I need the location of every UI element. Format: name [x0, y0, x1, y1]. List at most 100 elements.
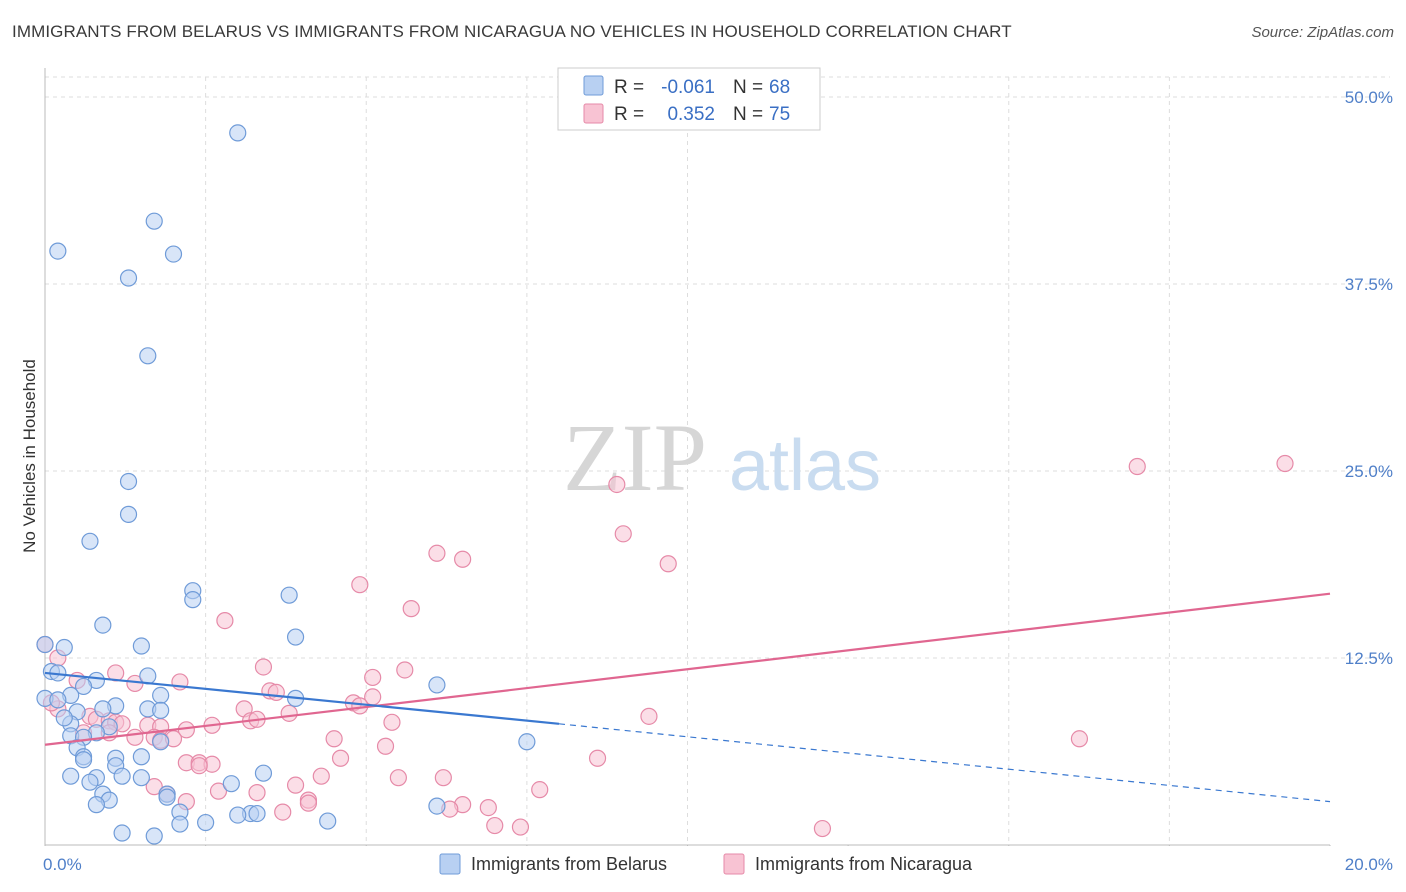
nicaragua-point-46 — [1070, 730, 1089, 748]
nicaragua-point-53 — [190, 757, 208, 775]
series-legend: Immigrants from Belarus Immigrants from … — [439, 853, 973, 875]
x-tick-label-0: 0.0% — [43, 855, 82, 874]
belarus-point-7 — [119, 505, 138, 523]
nicaragua-point-71 — [511, 818, 530, 836]
belarus-point-29 — [94, 700, 112, 718]
nicaragua-point-35 — [383, 713, 401, 731]
belarus-point-31 — [152, 701, 170, 719]
watermark-zip: ZIP — [563, 404, 707, 511]
belarus-point-52 — [81, 773, 99, 791]
nicaragua-point-48 — [376, 737, 395, 755]
nicaragua-point-23 — [351, 697, 369, 715]
belarus-point-34 — [55, 709, 73, 727]
legend-n-value-belarus: 68 — [769, 77, 790, 98]
y-tick-label-3: 50.0% — [1345, 88, 1393, 107]
belarus-point-26 — [49, 691, 67, 709]
belarus-point-45 — [74, 751, 93, 769]
belarus-point-8 — [81, 532, 99, 550]
legend-r-value-belarus: -0.061 — [661, 77, 715, 98]
nicaragua-point-73 — [813, 819, 832, 838]
nicaragua-point-27 — [640, 707, 658, 725]
legend-r-label-nicaragua: R = — [614, 104, 644, 125]
belarus-point-56 — [158, 788, 176, 806]
nicaragua-point-12 — [254, 658, 273, 676]
legend-n-value-nicaragua: 75 — [769, 104, 790, 125]
nicaragua-point-26 — [280, 704, 298, 722]
nicaragua-point-3 — [614, 525, 632, 543]
nicaragua-point-2 — [608, 475, 626, 494]
nicaragua-point-1 — [1276, 454, 1294, 473]
nicaragua-point-5 — [454, 550, 472, 568]
belarus-point-50 — [132, 769, 150, 787]
belarus-point-62 — [229, 806, 247, 824]
y-tick-label-2: 37.5% — [1345, 275, 1393, 294]
nicaragua-point-9 — [216, 611, 234, 630]
belarus-point-1 — [145, 212, 163, 230]
belarus-point-22 — [74, 677, 93, 696]
grid-lines — [45, 76, 1390, 845]
nicaragua-point-13 — [396, 661, 414, 679]
nicaragua-point-54 — [331, 749, 350, 767]
legend-r-value-nicaragua: 0.352 — [667, 104, 715, 125]
belarus-point-40 — [518, 733, 536, 751]
belarus-point-21 — [428, 676, 446, 694]
bottom-legend-swatch-nicaragua — [723, 853, 745, 875]
zipatlas-watermark: ZIP atlas — [563, 404, 881, 511]
nicaragua-point-7 — [351, 576, 369, 594]
nicaragua-point-72 — [486, 816, 504, 835]
belarus-point-49 — [113, 767, 131, 785]
belarus-point-44 — [132, 748, 150, 766]
belarus-point-5 — [139, 347, 157, 365]
belarus-point-66 — [319, 812, 337, 830]
legend-swatch-nicaragua — [583, 103, 604, 124]
legend-r-label-belarus: R = — [614, 77, 644, 98]
belarus-point-14 — [36, 635, 54, 654]
belarus-point-4 — [119, 269, 138, 287]
nicaragua-point-6 — [659, 555, 677, 573]
belarus-point-53 — [222, 775, 240, 793]
nicaragua-point-69 — [274, 803, 292, 821]
nicaragua-point-61 — [248, 784, 266, 802]
bottom-legend-swatch-belarus — [439, 853, 461, 875]
bottom-legend-label-belarus: Immigrants from Belarus — [471, 854, 667, 874]
trend-lines — [44, 592, 1331, 803]
belarus-point-16 — [55, 638, 73, 657]
belarus-point-47 — [62, 767, 80, 785]
belarus-point-15 — [132, 637, 150, 655]
nicaragua-point-55 — [312, 767, 330, 785]
axes — [44, 68, 1331, 846]
nicaragua-point-66 — [299, 794, 318, 812]
nicaragua-point-49 — [588, 749, 607, 767]
belarus-point-3 — [164, 245, 183, 263]
nicaragua-point-15 — [364, 668, 382, 687]
belarus-point-39 — [152, 733, 170, 751]
nicaragua-point-4 — [428, 544, 446, 562]
belarus-point-67 — [113, 824, 131, 842]
nicaragua-point-68 — [479, 798, 497, 817]
x-tick-label-1: 20.0% — [1345, 855, 1393, 874]
belarus-trend-line — [44, 671, 560, 725]
nicaragua-point-58 — [286, 776, 305, 794]
belarus-point-68 — [145, 827, 163, 845]
legend-n-label-nicaragua: N = — [733, 104, 763, 125]
belarus-point-11 — [184, 591, 202, 609]
correlation-legend: R = -0.061 N = 68 R = 0.352 N = 75 — [557, 67, 821, 131]
legend-swatch-belarus — [583, 75, 604, 96]
belarus-point-6 — [119, 472, 138, 491]
belarus-point-2 — [49, 242, 67, 260]
nicaragua-point-8 — [402, 600, 420, 618]
y-axis-label: No Vehicles in Household — [20, 359, 39, 553]
bottom-legend-label-nicaragua: Immigrants from Nicaragua — [755, 854, 973, 874]
belarus-trend-line-extension — [558, 723, 1331, 803]
belarus-point-59 — [428, 797, 446, 815]
belarus-point-13 — [286, 628, 305, 646]
y-tick-label-0: 12.5% — [1345, 649, 1393, 668]
belarus-point-64 — [171, 815, 189, 833]
nicaragua-point-62 — [531, 781, 549, 799]
nicaragua-point-56 — [434, 769, 452, 787]
y-tick-label-1: 25.0% — [1345, 462, 1393, 481]
nicaragua-point-60 — [209, 782, 228, 800]
belarus-point-0 — [229, 124, 247, 142]
nicaragua-point-47 — [126, 728, 144, 746]
